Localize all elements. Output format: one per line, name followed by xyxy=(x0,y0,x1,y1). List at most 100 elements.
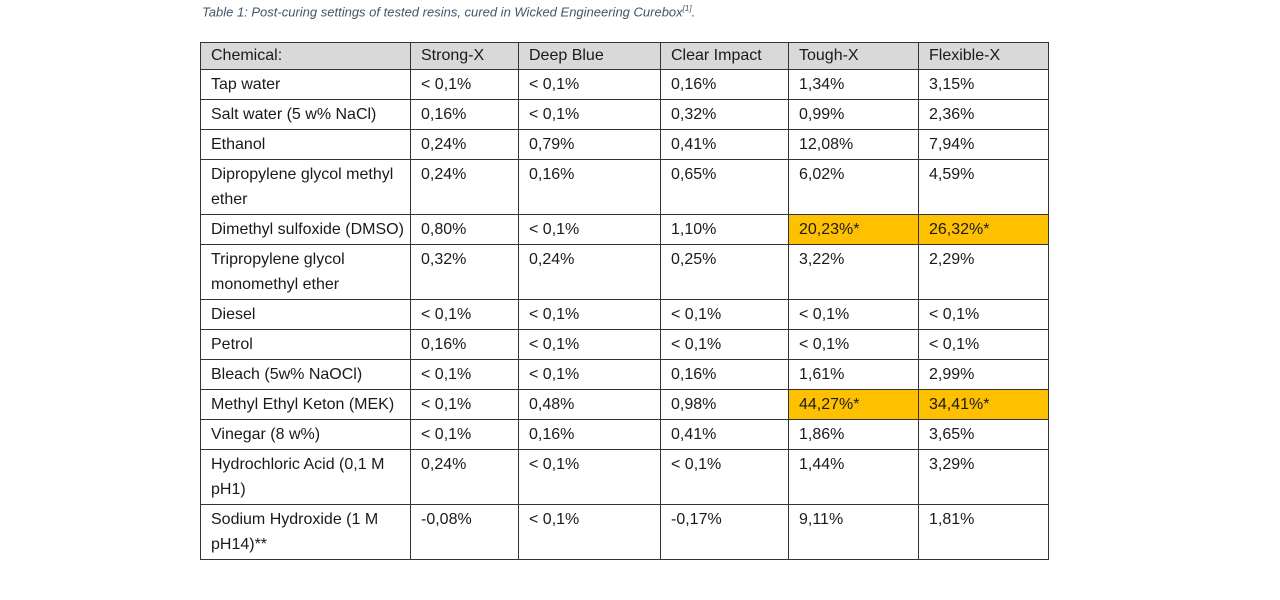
chemical-name-cell: Hydrochloric Acid (0,1 M pH1) xyxy=(200,449,411,505)
header-strong-x: Strong-X xyxy=(410,42,519,70)
value-cell: < 0,1% xyxy=(918,329,1049,360)
table-row: Salt water (5 w% NaCl) 0,16% < 0,1% 0,32% 0,… xyxy=(200,99,1049,130)
value-cell: 1,81% xyxy=(918,504,1049,560)
header-flexible-x: Flexible-X xyxy=(918,42,1049,70)
value-cell: 0,16% xyxy=(660,359,789,390)
value-cell: 1,61% xyxy=(788,359,919,390)
value-cell: < 0,1% xyxy=(660,329,789,360)
value-cell: < 0,1% xyxy=(518,329,661,360)
value-cell: < 0,1% xyxy=(788,329,919,360)
value-cell: 0,24% xyxy=(410,449,519,505)
value-cell: < 0,1% xyxy=(410,389,519,420)
chemical-name-cell: Methyl Ethyl Keton (MEK) xyxy=(200,389,411,420)
value-cell: < 0,1% xyxy=(918,299,1049,330)
value-cell: 1,34% xyxy=(788,69,919,100)
chemical-name-cell: Tap water xyxy=(200,69,411,100)
value-cell: < 0,1% xyxy=(660,449,789,505)
caption-text: Table 1: Post-curing settings of tested … xyxy=(202,4,683,20)
value-cell: 1,86% xyxy=(788,419,919,450)
table-row: Tripropylene glycol monomethyl ether 0,32… xyxy=(200,244,1049,300)
value-cell: 44,27%* xyxy=(788,389,919,420)
table-caption: Table 1: Post-curing settings of tested … xyxy=(202,4,695,19)
value-cell: 26,32%* xyxy=(918,214,1049,245)
value-cell: 4,59% xyxy=(918,159,1049,215)
value-cell: < 0,1% xyxy=(518,99,661,130)
value-cell: -0,17% xyxy=(660,504,789,560)
value-cell: < 0,1% xyxy=(518,449,661,505)
value-cell: 34,41%* xyxy=(918,389,1049,420)
table-row: Tap water < 0,1% < 0,1% 0,16% 1,34% 3,15% xyxy=(200,69,1049,100)
value-cell: 0,16% xyxy=(410,329,519,360)
value-cell: 9,11% xyxy=(788,504,919,560)
value-cell: 0,32% xyxy=(660,99,789,130)
chemical-name-cell: Petrol xyxy=(200,329,411,360)
chemical-name-cell: Ethanol xyxy=(200,129,411,160)
value-cell: < 0,1% xyxy=(518,359,661,390)
table-row: Vinegar (8 w%) < 0,1% 0,16% 0,41% 1,86% 3,65% xyxy=(200,419,1049,450)
value-cell: 0,79% xyxy=(518,129,661,160)
table-row: Methyl Ethyl Keton (MEK) < 0,1% 0,48% 0,98%… xyxy=(200,389,1049,420)
value-cell: 0,99% xyxy=(788,99,919,130)
table-row: Petrol 0,16% < 0,1% < 0,1% < 0,1% < 0,1% xyxy=(200,329,1049,360)
value-cell: 0,24% xyxy=(518,244,661,300)
value-cell: < 0,1% xyxy=(518,69,661,100)
value-cell: 3,29% xyxy=(918,449,1049,505)
value-cell: 1,44% xyxy=(788,449,919,505)
value-cell: 0,48% xyxy=(518,389,661,420)
chemical-name-cell: Sodium Hydroxide (1 M pH14)** xyxy=(200,504,411,560)
value-cell: 2,29% xyxy=(918,244,1049,300)
header-tough-x: Tough-X xyxy=(788,42,919,70)
value-cell: < 0,1% xyxy=(660,299,789,330)
value-cell: 20,23%* xyxy=(788,214,919,245)
chemical-name-cell: Vinegar (8 w%) xyxy=(200,419,411,450)
value-cell: 0,16% xyxy=(518,159,661,215)
value-cell: 0,41% xyxy=(660,419,789,450)
value-cell: 3,65% xyxy=(918,419,1049,450)
caption-reference: [1] xyxy=(682,4,692,13)
chemical-name-cell: Diesel xyxy=(200,299,411,330)
value-cell: 0,16% xyxy=(410,99,519,130)
value-cell: 12,08% xyxy=(788,129,919,160)
table-row: Dipropylene glycol methyl ether 0,24% 0,16… xyxy=(200,159,1049,215)
value-cell: < 0,1% xyxy=(518,504,661,560)
table-row: Hydrochloric Acid (0,1 M pH1) 0,24% < 0,1%… xyxy=(200,449,1049,505)
chemical-name-cell: Salt water (5 w% NaCl) xyxy=(200,99,411,130)
value-cell: 0,41% xyxy=(660,129,789,160)
value-cell: 0,24% xyxy=(410,129,519,160)
value-cell: 3,22% xyxy=(788,244,919,300)
header-clear-impact: Clear Impact xyxy=(660,42,789,70)
value-cell: 0,16% xyxy=(518,419,661,450)
table-row: Bleach (5w% NaOCl) < 0,1% < 0,1% 0,16% 1,61%… xyxy=(200,359,1049,390)
chemical-name-cell: Tripropylene glycol monomethyl ether xyxy=(200,244,411,300)
caption-end: . xyxy=(691,4,696,20)
value-cell: 0,25% xyxy=(660,244,789,300)
value-cell: 0,16% xyxy=(660,69,789,100)
header-chemical: Chemical: xyxy=(200,42,411,70)
value-cell: < 0,1% xyxy=(410,419,519,450)
table-row: Dimethyl sulfoxide (DMSO) 0,80% < 0,1% 1,10… xyxy=(200,214,1049,245)
chemical-name-cell: Dipropylene glycol methyl ether xyxy=(200,159,411,215)
value-cell: 0,80% xyxy=(410,214,519,245)
table-row: Sodium Hydroxide (1 M pH14)** -0,08% < 0,1… xyxy=(200,504,1049,560)
value-cell: < 0,1% xyxy=(410,359,519,390)
value-cell: 6,02% xyxy=(788,159,919,215)
value-cell: < 0,1% xyxy=(410,299,519,330)
value-cell: 0,24% xyxy=(410,159,519,215)
value-cell: < 0,1% xyxy=(788,299,919,330)
value-cell: 7,94% xyxy=(918,129,1049,160)
table-row: Ethanol 0,24% 0,79% 0,41% 12,08% 7,94% xyxy=(200,129,1049,160)
value-cell: 0,65% xyxy=(660,159,789,215)
value-cell: < 0,1% xyxy=(410,69,519,100)
header-deep-blue: Deep Blue xyxy=(518,42,661,70)
value-cell: 2,99% xyxy=(918,359,1049,390)
chemical-name-cell: Dimethyl sulfoxide (DMSO) xyxy=(200,214,411,245)
value-cell: < 0,1% xyxy=(518,214,661,245)
value-cell: 0,98% xyxy=(660,389,789,420)
value-cell: 1,10% xyxy=(660,214,789,245)
value-cell: < 0,1% xyxy=(518,299,661,330)
value-cell: 3,15% xyxy=(918,69,1049,100)
table-row: Diesel < 0,1% < 0,1% < 0,1% < 0,1% < 0,1% xyxy=(200,299,1049,330)
resin-results-table: Chemical: Strong-X Deep Blue Clear Impact To… xyxy=(200,42,1049,560)
value-cell: -0,08% xyxy=(410,504,519,560)
table-body: Tap water < 0,1% < 0,1% 0,16% 1,34% 3,15% Salt… xyxy=(200,69,1049,560)
